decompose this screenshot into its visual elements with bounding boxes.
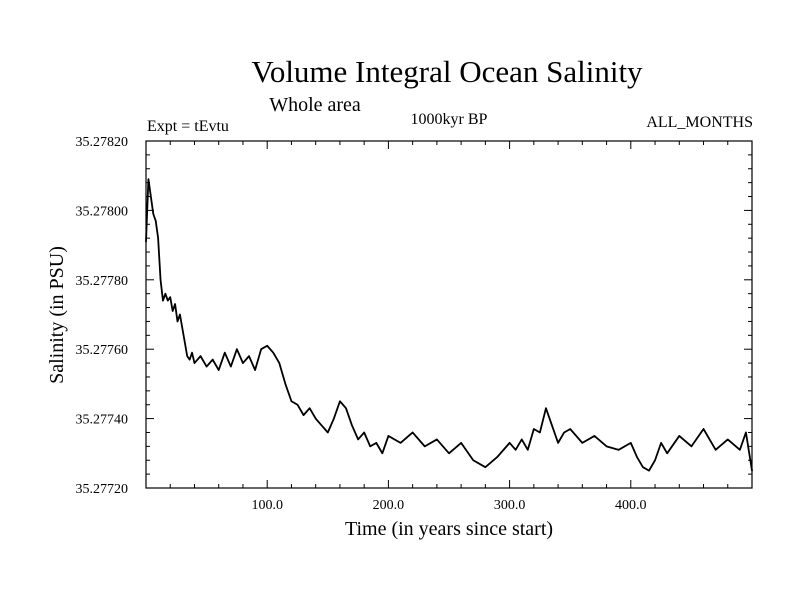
months-label: ALL_MONTHS xyxy=(646,114,753,131)
y-axis-tick-labels: 35.27720 35.27740 35.27760 35.27780 35.27800… xyxy=(76,135,129,497)
chart-title: Volume Integral Ocean Salinity xyxy=(251,54,643,89)
x-axis-label: Time (in years since start) xyxy=(345,518,553,540)
y-tick-label: 35.27820 xyxy=(76,135,129,150)
plot-frame xyxy=(145,140,753,489)
salinity-series-line xyxy=(145,178,753,472)
x-tick-label: 400.0 xyxy=(615,498,647,513)
y-tick-label: 35.27800 xyxy=(76,204,129,219)
x-tick-label: 200.0 xyxy=(373,498,405,513)
series-layer xyxy=(145,178,753,472)
x-tick-label: 300.0 xyxy=(494,498,526,513)
chart-subtitle: Whole area xyxy=(269,94,361,116)
y-tick-label: 35.27720 xyxy=(76,482,129,497)
y-tick-label: 35.27760 xyxy=(76,343,129,358)
experiment-label: Expt = tEvtu xyxy=(147,118,229,135)
y-tick-label: 35.27780 xyxy=(76,274,129,289)
y-axis-label: Salinity (in PSU) xyxy=(46,246,68,384)
y-tick-label: 35.27740 xyxy=(76,413,129,428)
x-tick-label: 100.0 xyxy=(251,498,283,513)
tick-marks xyxy=(145,140,753,489)
x-axis-tick-labels: 100.0 200.0 300.0 400.0 xyxy=(251,498,646,513)
period-label: 1000kyr BP xyxy=(411,111,488,128)
